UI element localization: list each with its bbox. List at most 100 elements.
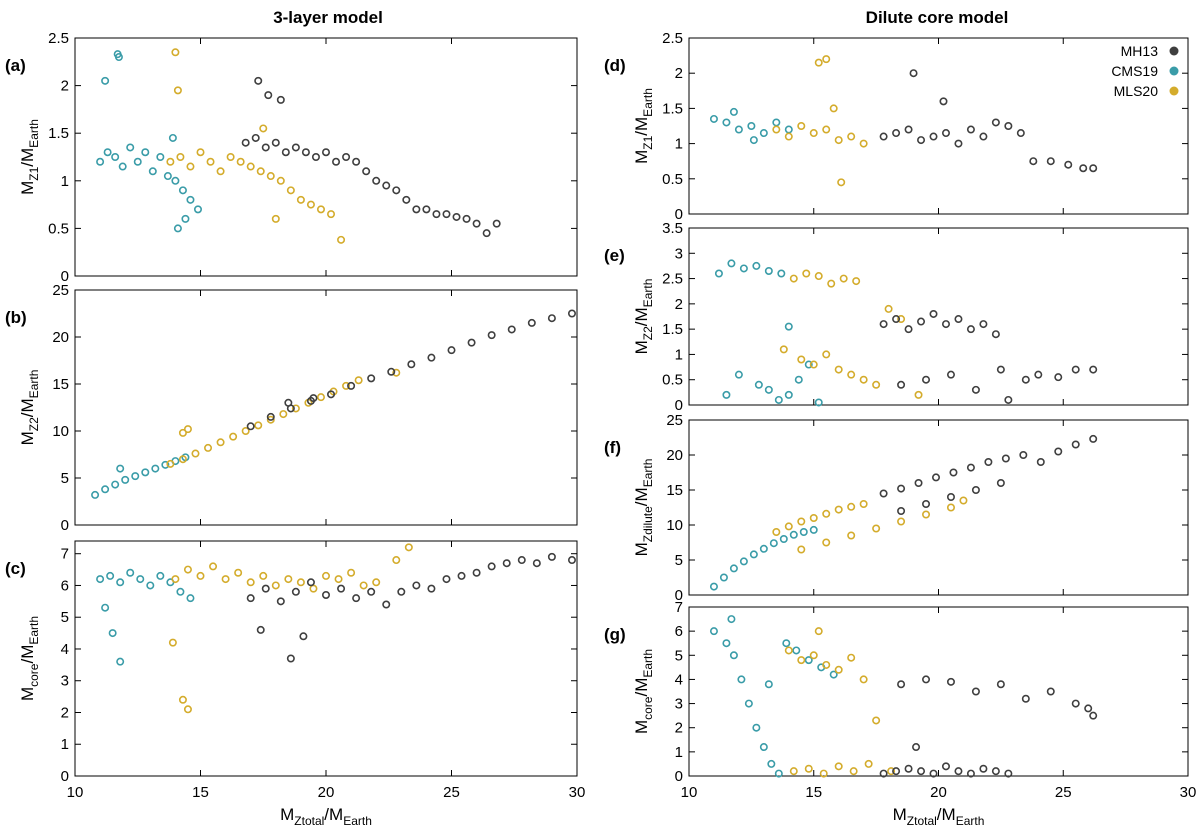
data-point-mls20 [321, 571, 330, 580]
data-point-mh13 [387, 367, 396, 376]
data-point-mh13 [567, 556, 576, 565]
y-axis-label: MZ1/MEarth [18, 119, 41, 195]
data-point-cms19 [101, 603, 110, 612]
data-point-mls20 [168, 638, 177, 647]
data-point-mh13 [291, 143, 300, 152]
data-point-mls20 [797, 355, 806, 364]
y-tick-label: 4 [61, 641, 69, 658]
data-point-cms19 [141, 468, 150, 477]
data-point-cms19 [749, 550, 758, 559]
y-tick-label: 0 [675, 206, 683, 223]
y-tick-label: 1.5 [662, 321, 683, 338]
data-point-mls20 [772, 527, 781, 536]
data-point-mh13 [1034, 370, 1043, 379]
data-point-mh13 [1021, 375, 1030, 384]
data-point-mh13 [321, 590, 330, 599]
data-point-mh13 [291, 587, 300, 596]
y-tick-label: 3 [61, 673, 69, 690]
y-tick-label: 0 [675, 587, 683, 604]
panel-a: (a) 0 0.5 1 1.5 2 2.5 MZ1/MEarth [5, 30, 578, 285]
legend-label-mls20: MLS20 [1114, 83, 1159, 99]
data-point-mls20 [246, 162, 255, 171]
data-point-mls20 [797, 122, 806, 131]
y-tick-label: 2 [675, 296, 683, 313]
data-point-cms19 [727, 615, 736, 624]
y-tick-label: 2 [61, 704, 69, 721]
data-point-cms19 [121, 475, 130, 484]
data-point-mls20 [959, 496, 968, 505]
data-point-cms19 [759, 743, 768, 752]
x-tick-label: 15 [805, 784, 822, 801]
plot-frame [688, 227, 1189, 406]
x-tick-label: 25 [443, 784, 460, 801]
data-point-mls20 [266, 172, 275, 181]
data-point-cms19 [101, 76, 110, 85]
data-point-cms19 [118, 162, 127, 171]
data-point-mls20 [834, 665, 843, 674]
data-point-mh13 [309, 394, 318, 403]
data-point-cms19 [709, 114, 718, 123]
y-tick-label: 2.5 [662, 271, 683, 288]
data-point-mh13 [1004, 395, 1013, 404]
data-point-mh13 [946, 492, 955, 501]
data-point-mh13 [1019, 450, 1028, 459]
y-tick-label: 0 [675, 768, 683, 785]
data-point-cms19 [91, 490, 100, 499]
data-point-mh13 [1084, 704, 1093, 713]
data-point-mh13 [1054, 447, 1063, 456]
data-point-cms19 [804, 656, 813, 665]
data-point-mls20 [271, 214, 280, 223]
x-tick-label: 15 [192, 784, 209, 801]
y-tick-label: 3 [675, 696, 683, 713]
y-tick-label: 2 [675, 65, 683, 82]
panel-g: (g) 0 1 2 3 4 5 6 7 10 15 20 25 30 Mcore/MEarth MZtotal… [604, 599, 1196, 828]
data-point-mh13 [991, 767, 1000, 776]
data-point-cms19 [749, 136, 758, 145]
y-axis-label: Mcore/MEarth [18, 616, 41, 701]
data-point-mls20 [797, 656, 806, 665]
data-point-mh13 [904, 125, 913, 134]
data-point-mh13 [879, 769, 888, 778]
data-point-mls20 [814, 272, 823, 281]
data-point-mh13 [991, 330, 1000, 339]
data-point-cms19 [814, 398, 823, 407]
data-point-mls20 [814, 627, 823, 636]
data-point-mls20 [178, 455, 187, 464]
data-point-mh13 [432, 210, 441, 219]
y-tick-label: 25 [52, 282, 69, 299]
data-point-cms19 [96, 157, 105, 166]
plot-frame [74, 540, 578, 777]
data-point-mls20 [849, 767, 858, 776]
data-point-mh13 [412, 205, 421, 214]
data-point-mls20 [946, 503, 955, 512]
data-point-mls20 [241, 426, 250, 435]
data-point-mh13 [532, 559, 541, 568]
data-point-mls20 [178, 695, 187, 704]
series-mls20 [772, 55, 868, 187]
data-point-mls20 [171, 575, 180, 584]
panel-letter-b: (b) [5, 308, 27, 327]
data-point-mh13 [1046, 157, 1055, 166]
data-point-mh13 [939, 97, 948, 106]
data-point-mh13 [382, 181, 391, 190]
data-point-mh13 [332, 157, 341, 166]
data-point-mls20 [316, 393, 325, 402]
data-point-mh13 [442, 210, 451, 219]
data-point-mls20 [342, 381, 351, 390]
x-tick-label: 30 [569, 784, 586, 801]
panel-letter-c: (c) [5, 559, 26, 578]
data-point-mh13 [917, 317, 926, 326]
y-tick-label: 6 [61, 577, 69, 594]
y-tick-label: 3.5 [662, 220, 683, 237]
data-point-mls20 [839, 274, 848, 283]
legend-label-cms19: CMS19 [1111, 63, 1158, 79]
data-point-cms19 [759, 129, 768, 138]
data-point-mh13 [917, 136, 926, 145]
data-point-mh13 [276, 95, 285, 104]
y-tick-label: 0.5 [662, 171, 683, 188]
data-point-cms19 [769, 539, 778, 548]
x-tick-label: 20 [318, 784, 335, 801]
data-point-mls20 [827, 279, 836, 288]
data-point-mls20 [834, 365, 843, 374]
